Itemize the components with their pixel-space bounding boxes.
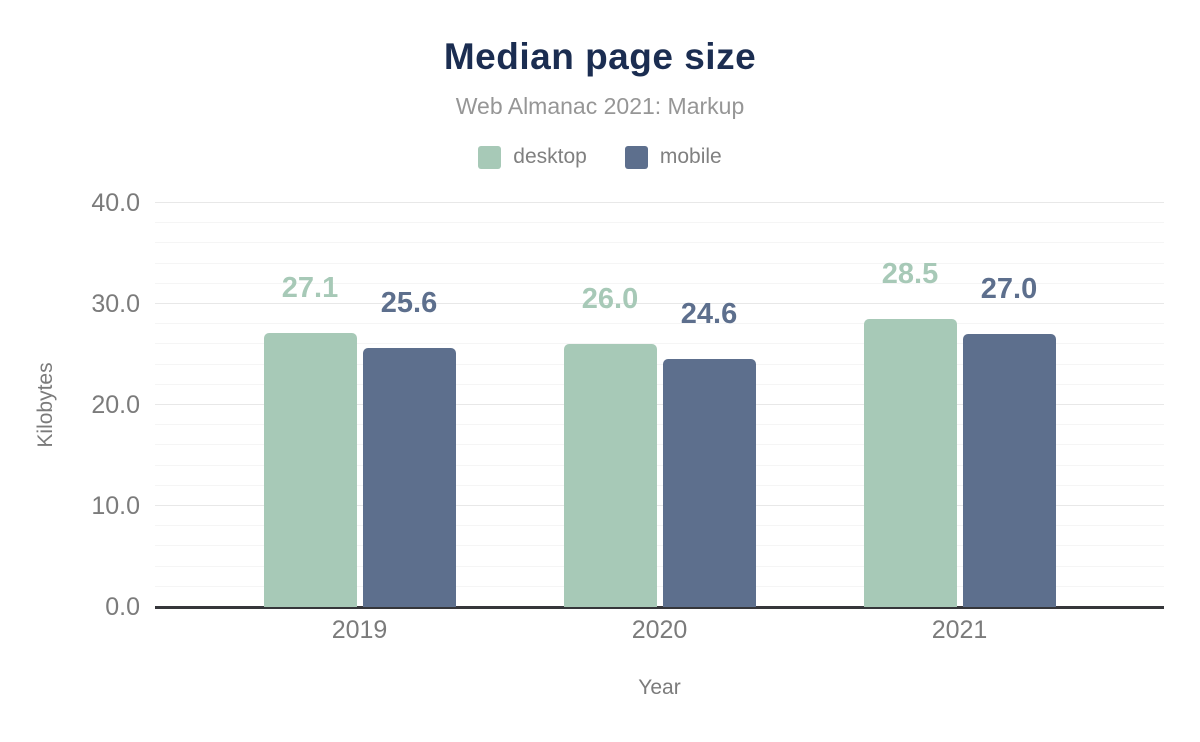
y-tick-label: 30.0 <box>91 290 140 318</box>
minor-gridline <box>155 585 1164 587</box>
chart-title: Median page size <box>443 36 757 77</box>
minor-gridline <box>155 262 1164 264</box>
chart-subtitle: Web Almanac 2021: Markup <box>455 93 745 119</box>
legend-item-mobile: mobile <box>624 145 722 169</box>
x-tick-label: 2019 <box>331 616 388 644</box>
major-gridline <box>155 505 1164 506</box>
x-axis-ticks: 2019 2020 2021 <box>155 617 1164 643</box>
minor-gridline <box>155 525 1164 527</box>
minor-gridline <box>155 484 1164 486</box>
x-tick-label: 2020 <box>631 616 688 644</box>
legend-label: mobile <box>659 145 722 168</box>
bar-value-label: 27.0 <box>980 273 1038 306</box>
legend-label: desktop <box>513 145 587 168</box>
minor-gridline <box>155 444 1164 446</box>
desktop-swatch-icon <box>478 145 502 169</box>
bar-value-label: 28.5 <box>881 258 939 291</box>
bar-mobile-2021 <box>962 334 1056 607</box>
x-tick-label: 2021 <box>931 616 988 644</box>
major-gridline <box>155 303 1164 304</box>
plot-area: 27.1 25.6 26.0 24.6 28.5 27.0 <box>155 202 1164 609</box>
minor-gridline <box>155 242 1164 244</box>
minor-gridline <box>155 363 1164 365</box>
x-axis-line <box>155 606 1164 609</box>
minor-gridline <box>155 222 1164 224</box>
minor-gridline <box>155 343 1164 345</box>
y-tick-label: 20.0 <box>91 391 140 419</box>
y-axis-ticks: 0.0 10.0 20.0 30.0 40.0 <box>0 189 140 621</box>
y-tick-label: 40.0 <box>91 189 140 217</box>
bar-value-label: 27.1 <box>281 272 339 305</box>
x-axis-title: Year <box>638 676 681 699</box>
y-tick-label: 0.0 <box>105 593 140 621</box>
minor-gridline <box>155 424 1164 426</box>
mobile-swatch-icon <box>624 145 648 169</box>
major-gridline <box>155 202 1164 203</box>
bar-desktop-2021 <box>863 319 957 607</box>
bar-value-label: 24.6 <box>680 297 738 330</box>
legend-item-desktop: desktop <box>478 145 587 169</box>
bar-desktop-2020 <box>563 344 657 607</box>
minor-gridline <box>155 323 1164 325</box>
bar-mobile-2019 <box>362 348 456 607</box>
minor-gridline <box>155 464 1164 466</box>
major-gridline <box>155 404 1164 405</box>
legend: desktop mobile <box>0 145 1200 169</box>
bar-value-label: 26.0 <box>581 283 639 316</box>
bar-mobile-2020 <box>662 358 756 607</box>
minor-gridline <box>155 282 1164 284</box>
minor-gridline <box>155 383 1164 385</box>
minor-gridline <box>155 545 1164 547</box>
bar-value-label: 25.6 <box>380 287 438 320</box>
minor-gridline <box>155 565 1164 567</box>
bar-desktop-2019 <box>263 333 357 607</box>
y-tick-label: 10.0 <box>91 492 140 520</box>
